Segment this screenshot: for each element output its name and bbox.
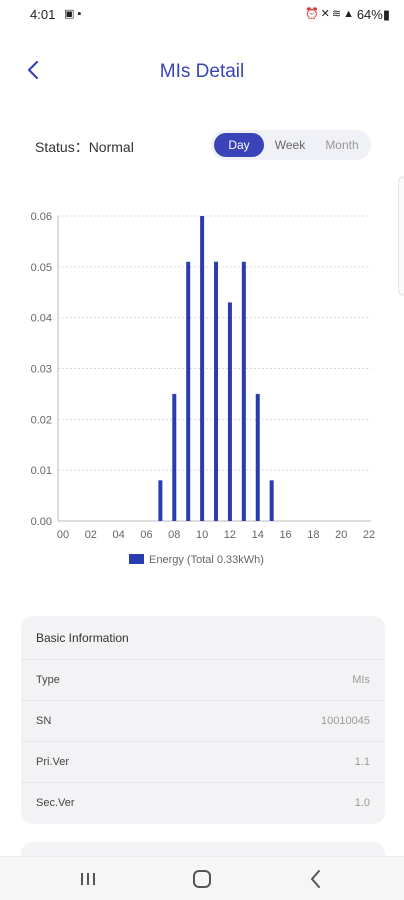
- y-tick-label: 0.02: [31, 414, 52, 426]
- system-nav-bar: [0, 856, 404, 900]
- x-tick-label: 10: [196, 529, 208, 541]
- legend-label: Energy (Total 0.33kWh): [149, 554, 264, 566]
- info-value: 10010045: [321, 715, 370, 727]
- period-selector: Day Week Month: [211, 130, 371, 160]
- bar: [200, 216, 205, 521]
- y-tick-label: 0.01: [31, 465, 52, 477]
- basic-info-card: Basic Information Type MIs SN 10010045 P…: [21, 616, 385, 824]
- bar: [158, 480, 163, 521]
- y-tick-label: 0.05: [31, 262, 52, 274]
- battery-level: 64%▮: [357, 7, 390, 23]
- device-status: Status：Normal: [35, 139, 134, 155]
- info-label: Pri.Ver: [36, 756, 70, 768]
- energy-chart: 0.00 0.01 0.02 0.03 0.04 0.05 0.06 00 02 04 06 08 10…: [0, 200, 404, 580]
- bar: [186, 261, 191, 521]
- period-week-button[interactable]: Week: [274, 138, 306, 152]
- info-row-type: Type MIs: [21, 660, 385, 701]
- period-month-button[interactable]: Month: [325, 138, 359, 152]
- x-tick-label: 18: [307, 529, 319, 541]
- mute-icon: ✕: [320, 8, 332, 20]
- basic-info-title: Basic Information: [21, 616, 385, 660]
- x-tick-label: 02: [85, 529, 97, 541]
- y-tick-label: 0.03: [31, 364, 52, 376]
- energy-chart-svg: 0.00 0.01 0.02 0.03 0.04 0.05 0.06 00 02 04 06 08 10…: [31, 211, 376, 566]
- bar: [269, 480, 274, 521]
- bar: [255, 393, 260, 521]
- info-label: Sec.Ver: [36, 797, 75, 809]
- back-icon[interactable]: [286, 857, 346, 900]
- screenshot-icon: ▣: [64, 8, 78, 20]
- bar: [227, 302, 232, 521]
- info-value: MIs: [352, 674, 370, 686]
- info-label: SN: [36, 715, 52, 727]
- bar: [172, 393, 177, 521]
- status-row: Status：Normal Day Week Month: [0, 128, 404, 162]
- period-day-button[interactable]: Day: [214, 133, 264, 157]
- x-tick-label: 14: [252, 529, 264, 541]
- info-row-pri-ver: Pri.Ver 1.1: [21, 742, 385, 783]
- signal-icon: ▲: [343, 8, 356, 20]
- x-tick-label: 20: [335, 529, 347, 541]
- y-tick-label: 0.04: [31, 313, 52, 325]
- alarm-icon: ⏰: [304, 8, 321, 20]
- status-left-icons: ▣▪: [64, 7, 84, 20]
- y-tick-label: 0.00: [31, 516, 52, 528]
- battery-text: 64%: [356, 7, 383, 22]
- x-tick-label: 06: [140, 529, 152, 541]
- calendar-icon: ▪: [77, 8, 85, 20]
- page-title: MIs Detail: [159, 61, 245, 82]
- info-value: 1.0: [354, 797, 370, 809]
- home-icon[interactable]: [172, 857, 232, 900]
- chevron-left-icon[interactable]: [22, 58, 46, 82]
- bar: [214, 261, 219, 521]
- edge-panel-handle[interactable]: [398, 176, 404, 296]
- info-label: Type: [36, 674, 60, 686]
- legend-swatch: [129, 554, 144, 564]
- status-time: 4:01: [30, 7, 56, 22]
- header: MIs Detail: [0, 40, 404, 100]
- x-tick-label: 04: [113, 529, 125, 541]
- wifi-icon: ≋: [331, 8, 344, 20]
- status-right-icons: ⏰✕≋▲: [305, 7, 356, 20]
- x-tick-label: 08: [168, 529, 180, 541]
- info-row-sec-ver: Sec.Ver 1.0: [21, 783, 385, 824]
- info-row-sn: SN 10010045: [21, 701, 385, 742]
- recents-icon[interactable]: [58, 857, 118, 900]
- x-tick-label: 12: [224, 529, 236, 541]
- x-tick-label: 16: [279, 529, 291, 541]
- x-tick-label: 22: [363, 529, 375, 541]
- battery-icon: ▮: [382, 7, 390, 22]
- info-value: 1.1: [354, 756, 370, 768]
- bar: [241, 261, 246, 521]
- status-bar: 4:01 ▣▪ ⏰✕≋▲ 64%▮: [0, 0, 404, 30]
- x-tick-label: 00: [57, 529, 69, 541]
- y-tick-label: 0.06: [31, 211, 52, 223]
